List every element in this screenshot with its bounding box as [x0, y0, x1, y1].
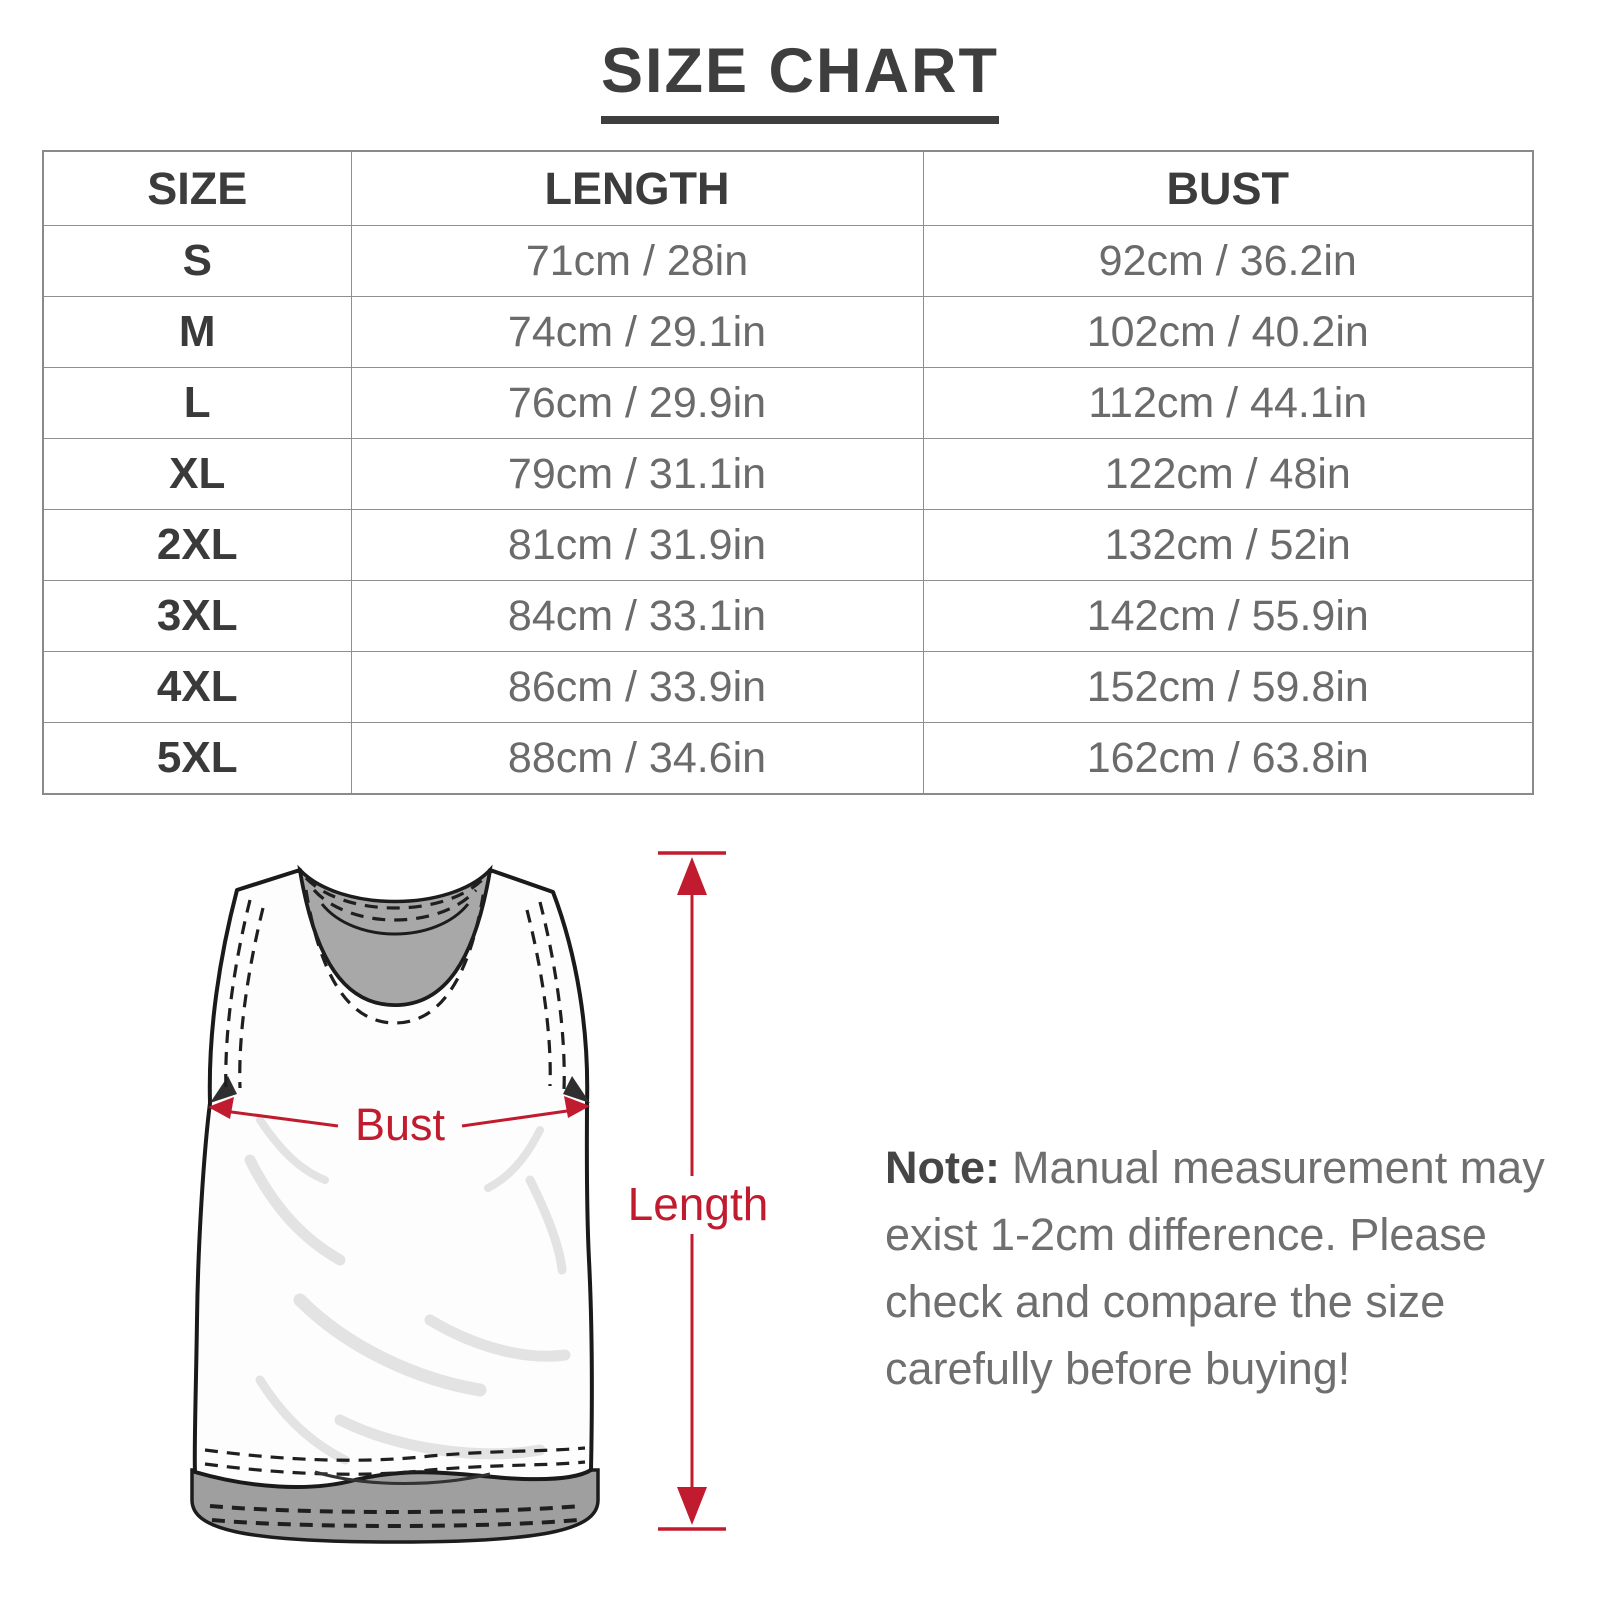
- length-value: 86cm / 33.9in: [350, 651, 924, 723]
- note-text: Manual measurement may: [1011, 1142, 1545, 1193]
- neck-back-panel: [297, 864, 493, 1007]
- table-row: 4XL 86cm / 33.9in 152cm / 59.8in: [42, 651, 1534, 723]
- note-label: Note:: [885, 1142, 1000, 1193]
- length-value: 71cm / 28in: [350, 225, 924, 297]
- tanktop-body: [190, 864, 600, 1544]
- column-header-bust: BUST: [922, 150, 1534, 226]
- bust-value: 162cm / 63.8in: [922, 722, 1534, 795]
- length-value: 74cm / 29.1in: [350, 296, 924, 368]
- bust-value: 152cm / 59.8in: [922, 651, 1534, 723]
- size-label: L: [42, 367, 352, 439]
- title-wrap: SIZE CHART: [0, 40, 1600, 124]
- size-table: SIZE LENGTH BUST S 71cm / 28in 92cm / 36…: [42, 150, 1534, 795]
- table-row: XL 79cm / 31.1in 122cm / 48in: [42, 438, 1534, 510]
- size-label: 5XL: [42, 722, 352, 795]
- size-label: 4XL: [42, 651, 352, 723]
- table-row: S 71cm / 28in 92cm / 36.2in: [42, 225, 1534, 297]
- table-row: M 74cm / 29.1in 102cm / 40.2in: [42, 296, 1534, 368]
- bust-value: 122cm / 48in: [922, 438, 1534, 510]
- bust-value: 92cm / 36.2in: [922, 225, 1534, 297]
- length-value: 88cm / 34.6in: [350, 722, 924, 795]
- table-header-row: SIZE LENGTH BUST: [42, 150, 1534, 226]
- size-label: 3XL: [42, 580, 352, 652]
- note-line: check and compare the size: [885, 1276, 1446, 1327]
- length-value: 79cm / 31.1in: [350, 438, 924, 510]
- size-label: S: [42, 225, 352, 297]
- tanktop-illustration: Bust Length: [190, 851, 769, 1544]
- left-armpit-shadow: [210, 1076, 237, 1103]
- length-label: Length: [628, 1178, 769, 1230]
- length-value: 84cm / 33.1in: [350, 580, 924, 652]
- table-row: 5XL 88cm / 34.6in 162cm / 63.8in: [42, 722, 1534, 795]
- bust-label: Bust: [355, 1099, 446, 1150]
- note-block: Note: Manual measurement may exist 1-2cm …: [885, 1134, 1545, 1402]
- right-armpit-shadow: [563, 1076, 590, 1103]
- table-row: L 76cm / 29.9in 112cm / 44.1in: [42, 367, 1534, 439]
- bust-arrow: [208, 1096, 590, 1128]
- stitching: [204, 876, 586, 1528]
- bust-value: 102cm / 40.2in: [922, 296, 1534, 368]
- table-row: 2XL 81cm / 31.9in 132cm / 52in: [42, 509, 1534, 581]
- table-row: 3XL 84cm / 33.1in 142cm / 55.9in: [42, 580, 1534, 652]
- note-line: carefully before buying!: [885, 1343, 1351, 1394]
- size-label: M: [42, 296, 352, 368]
- size-label: 2XL: [42, 509, 352, 581]
- note-line: Note: Manual measurement may: [885, 1134, 1545, 1201]
- length-value: 81cm / 31.9in: [350, 509, 924, 581]
- length-arrow: [658, 851, 726, 1531]
- hem-fold: [314, 1470, 491, 1485]
- size-label: XL: [42, 438, 352, 510]
- note-line: exist 1-2cm difference. Please: [885, 1209, 1487, 1260]
- length-value: 76cm / 29.9in: [350, 367, 924, 439]
- column-header-length: LENGTH: [350, 150, 924, 226]
- bust-value: 142cm / 55.9in: [922, 580, 1534, 652]
- bust-value: 132cm / 52in: [922, 509, 1534, 581]
- bust-value: 112cm / 44.1in: [922, 367, 1534, 439]
- page-title: SIZE CHART: [601, 40, 999, 124]
- back-collar-seam: [320, 903, 470, 936]
- column-header-size: SIZE: [42, 150, 352, 226]
